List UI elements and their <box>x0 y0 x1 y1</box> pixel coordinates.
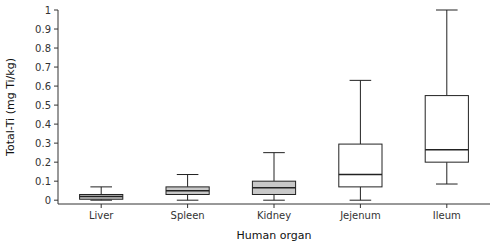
x-tick <box>360 204 361 208</box>
median <box>339 174 382 176</box>
cap-low <box>263 200 285 201</box>
median <box>425 149 468 151</box>
median <box>252 187 295 189</box>
whisker-low <box>360 187 361 200</box>
x-tick-label: Jejenum <box>339 210 380 221</box>
y-tick-label: 0.5 <box>35 100 51 111</box>
x-tick <box>274 204 275 208</box>
whisker-high <box>274 153 275 182</box>
box <box>166 187 209 195</box>
y-tick <box>54 181 58 182</box>
y-tick-label: 0.4 <box>35 119 51 130</box>
cap-low <box>90 200 112 201</box>
cap-low <box>350 200 372 201</box>
y-tick <box>54 105 58 106</box>
x-tick-label: Kidney <box>257 210 291 221</box>
x-tick-label: Spleen <box>171 210 205 221</box>
box <box>80 194 123 199</box>
x-tick-label: Ileum <box>433 210 461 221</box>
whisker-high <box>360 80 361 144</box>
chart: 0 0.1 0.2 0.3 0.4 0.5 0.6 0.7 0.8 0.9 1 Liver Spleen… <box>0 0 500 249</box>
y-tick-label: 0 <box>45 195 51 206</box>
cap-low <box>436 184 458 185</box>
whisker-low <box>446 162 447 184</box>
plot-area <box>80 10 469 200</box>
cap-high <box>90 186 112 187</box>
y-tick <box>54 48 58 49</box>
y-tick <box>54 162 58 163</box>
box <box>252 181 295 194</box>
y-tick-label: 0.3 <box>35 138 51 149</box>
x-tick <box>101 204 102 208</box>
y-tick-label: 0.8 <box>35 43 51 54</box>
y-axis-label: Total-Ti (mg Ti/kg) <box>4 58 17 157</box>
box <box>425 96 468 163</box>
y-tick-label: 0.1 <box>35 176 51 187</box>
cap-high <box>350 80 372 81</box>
y-tick <box>54 10 58 11</box>
y-tick <box>54 143 58 144</box>
x-axis-label: Human organ <box>237 229 312 242</box>
y-tick <box>54 67 58 68</box>
y-tick-label: 0.6 <box>35 81 51 92</box>
whisker-high <box>446 10 447 96</box>
cap-high <box>177 174 199 175</box>
x-tick <box>446 204 447 208</box>
y-tick-label: 0.9 <box>35 24 51 35</box>
whisker-high <box>101 187 102 195</box>
y-tick-label: 0.7 <box>35 62 51 73</box>
x-tick <box>187 204 188 208</box>
x-tick-label: Liver <box>89 210 114 221</box>
cap-high <box>263 152 285 153</box>
y-tick <box>54 124 58 125</box>
chart-container: 0 0.1 0.2 0.3 0.4 0.5 0.6 0.7 0.8 0.9 1 Liver Spleen… <box>0 0 500 249</box>
cap-high <box>436 10 458 11</box>
cap-low <box>177 200 199 201</box>
y-axis-line <box>58 10 59 204</box>
y-tick <box>54 200 58 201</box>
whisker-low <box>274 194 275 200</box>
y-tick <box>54 29 58 30</box>
whisker-low <box>187 194 188 200</box>
median <box>80 196 123 198</box>
y-tick <box>54 86 58 87</box>
median <box>166 190 209 192</box>
y-tick-label: 0.2 <box>35 157 51 168</box>
box <box>339 144 382 187</box>
y-tick-label: 1 <box>45 5 51 16</box>
whisker-high <box>187 175 188 187</box>
